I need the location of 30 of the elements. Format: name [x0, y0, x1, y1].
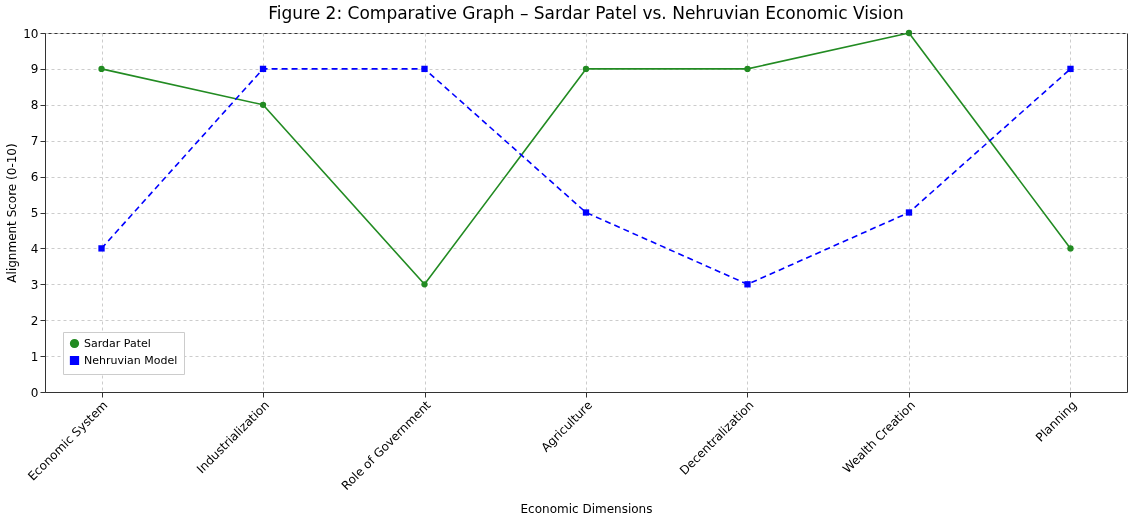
- point: [1067, 65, 1074, 73]
- point: [421, 281, 428, 288]
- y-tick-label: 10: [23, 26, 39, 41]
- point: [259, 65, 267, 73]
- point: [582, 209, 590, 216]
- y-tick-label: 9: [30, 62, 39, 77]
- chart-title: Figure 2: Comparative Graph – Sardar Patel vs. Nehruvian Economic Vision: [268, 3, 904, 23]
- y-tick-label: 2: [30, 313, 39, 328]
- point: [744, 65, 751, 73]
- point: [905, 29, 913, 37]
- point: [98, 245, 105, 252]
- point: [905, 209, 913, 216]
- y-tick-label: 4: [30, 241, 39, 256]
- legend-label: Sardar Patel: [84, 336, 151, 350]
- point: [421, 65, 428, 73]
- y-tick-label: 8: [30, 98, 39, 113]
- y-tick-label: 5: [30, 206, 39, 220]
- point: [744, 281, 751, 288]
- y-tick-label: 3: [30, 277, 39, 292]
- x-axis-title: Economic Dimensions: [520, 502, 653, 517]
- legend-label: Nehruvian Model: [84, 353, 178, 367]
- y-tick-label: 7: [30, 134, 39, 149]
- point: [259, 101, 267, 108]
- y-axis-title: Alignment Score (0-10): [5, 143, 20, 283]
- y-tick-label: 1: [30, 349, 39, 364]
- point: [582, 65, 590, 73]
- point: [1067, 245, 1074, 252]
- point: [98, 65, 105, 73]
- y-tick-label: 6: [30, 170, 39, 185]
- y-tick-label: 0: [30, 385, 39, 400]
